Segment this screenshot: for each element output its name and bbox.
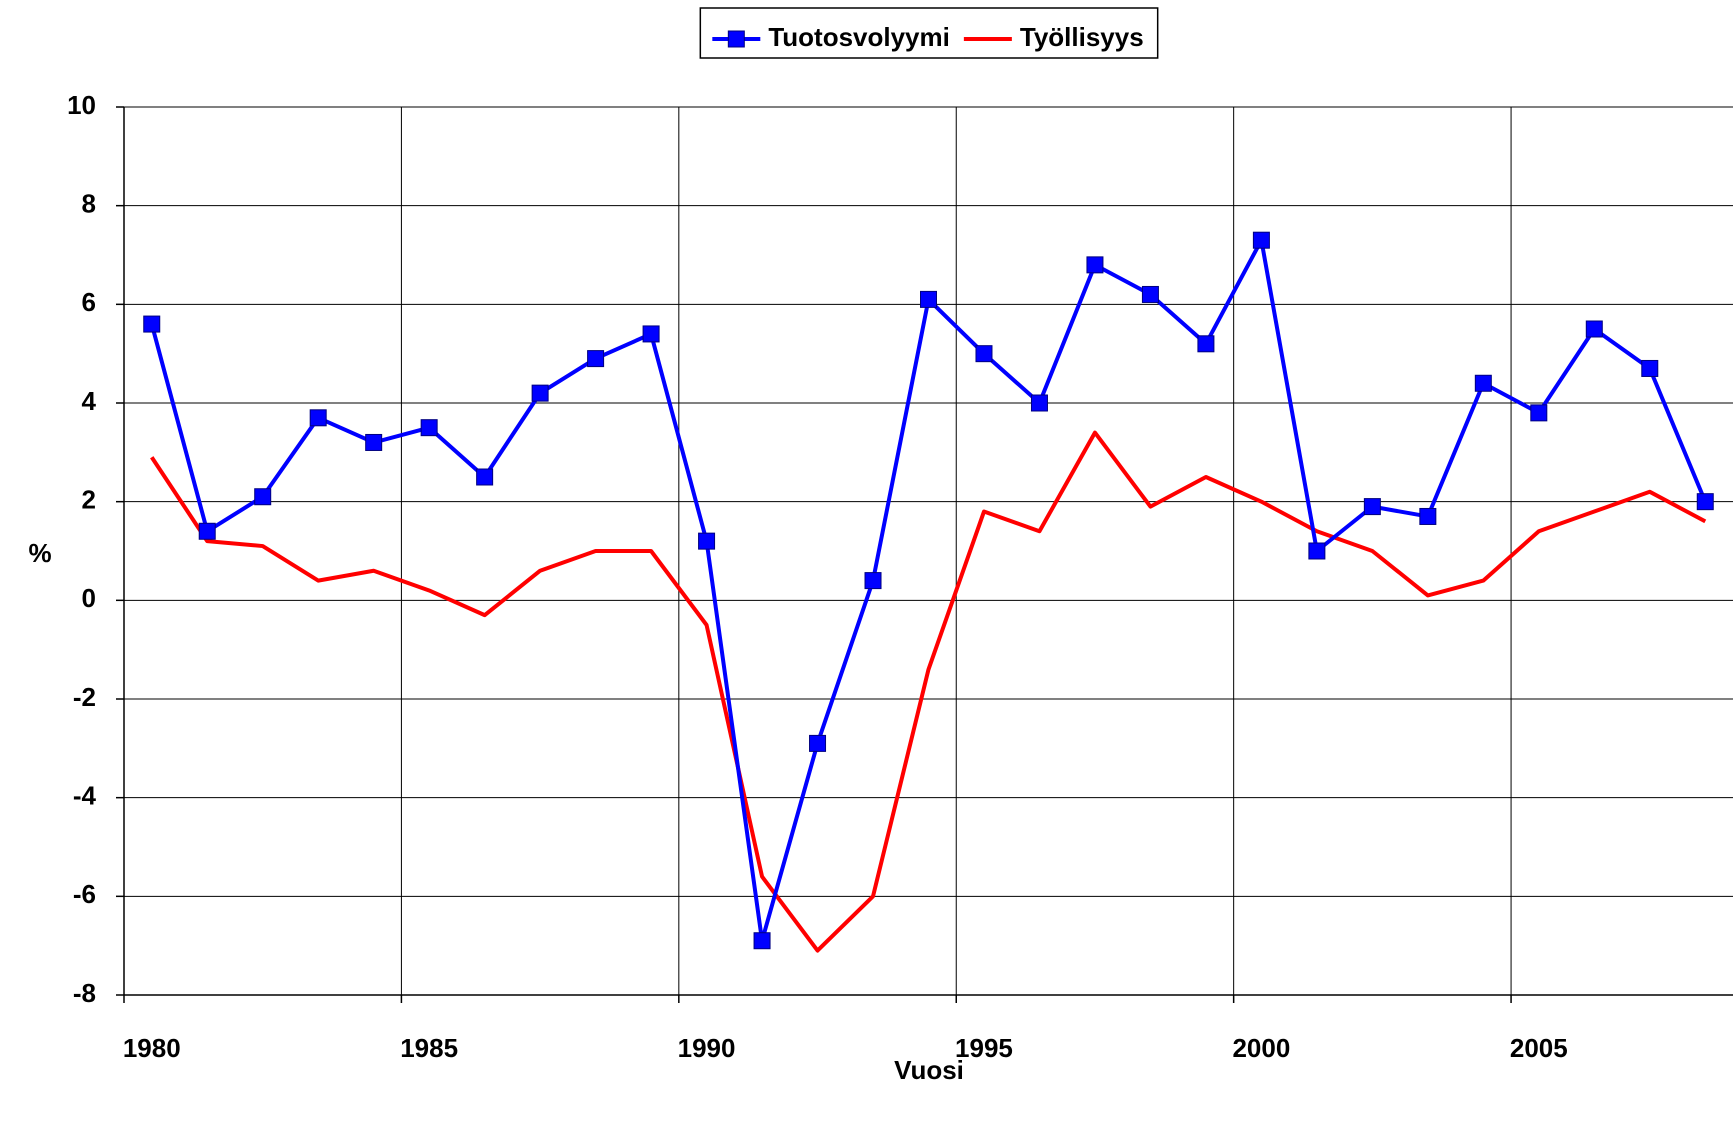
y-tick-label: 4 — [82, 386, 97, 416]
legend-label: Työllisyys — [1020, 22, 1144, 52]
x-tick-label: 2000 — [1232, 1033, 1290, 1063]
y-tick-label: 2 — [82, 485, 96, 515]
point-marker — [753, 932, 771, 950]
y-tick-label: 8 — [82, 189, 96, 219]
point-marker — [531, 384, 549, 402]
y-tick-label: 6 — [82, 287, 96, 317]
point-marker — [1030, 394, 1048, 412]
point-marker — [1696, 493, 1714, 511]
point-marker — [1308, 542, 1326, 560]
point-marker — [420, 419, 438, 437]
x-tick-label: 1980 — [123, 1033, 181, 1063]
point-marker — [254, 488, 272, 506]
y-axis-label: % — [28, 538, 51, 568]
point-marker — [198, 522, 216, 540]
point-marker — [920, 290, 937, 308]
point-marker — [809, 734, 827, 752]
point-marker — [1530, 404, 1548, 422]
point-marker — [476, 468, 494, 486]
series-line — [150, 430, 1707, 953]
legend-box — [699, 7, 1159, 59]
y-tick-label: -2 — [73, 682, 96, 712]
legend: Tuotosvolyymi Työllisyys — [699, 7, 1159, 59]
point-marker — [1419, 507, 1437, 525]
x-tick-label: 1995 — [955, 1033, 1013, 1063]
y-tick-label: -4 — [73, 781, 97, 811]
point-marker — [1585, 320, 1603, 338]
x-axis-label: Vuosi — [894, 1055, 964, 1085]
plot-area — [124, 107, 1733, 995]
y-tick-label: 0 — [82, 583, 96, 613]
point-marker — [1641, 359, 1659, 377]
y-tick-label: -8 — [73, 978, 96, 1008]
x-tick-label: 1985 — [400, 1033, 458, 1063]
point-marker — [1086, 256, 1104, 274]
y-tick-label: -6 — [73, 879, 96, 909]
point-marker — [143, 315, 161, 333]
point-marker — [1252, 231, 1270, 249]
point-marker — [1363, 498, 1381, 516]
legend-marker — [727, 30, 745, 48]
point-marker — [642, 325, 660, 343]
point-marker — [698, 532, 716, 550]
point-marker — [1474, 374, 1492, 392]
point-marker — [365, 433, 383, 451]
point-marker — [864, 572, 882, 590]
point-marker — [1141, 285, 1159, 303]
point-marker — [309, 409, 327, 427]
y-tick-label: 10 — [67, 90, 96, 120]
x-tick-label: 1990 — [678, 1033, 736, 1063]
point-marker — [975, 345, 993, 363]
point-marker — [587, 350, 605, 368]
x-tick-label: 2005 — [1510, 1033, 1568, 1063]
legend-label: Tuotosvolyymi — [768, 22, 950, 52]
point-marker — [1197, 335, 1215, 353]
